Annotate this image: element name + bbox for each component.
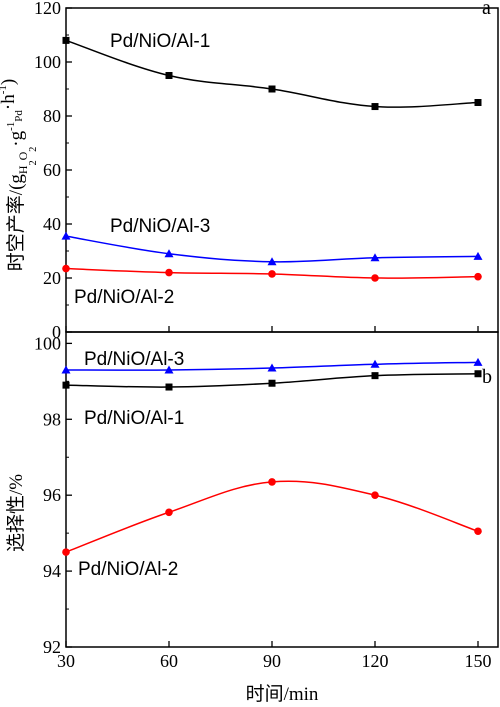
data-point xyxy=(371,491,379,499)
series-label: Pd/NiO/Al-2 xyxy=(74,287,174,308)
y-tick-label: 98 xyxy=(43,409,61,429)
data-point xyxy=(474,272,482,281)
data-point xyxy=(473,251,483,260)
data-point xyxy=(165,508,173,517)
data-point xyxy=(370,253,380,262)
data-point xyxy=(371,372,379,380)
data-point xyxy=(267,363,277,372)
y-tick-label: 92 xyxy=(43,637,61,657)
x-tick-label: 90 xyxy=(263,651,281,671)
y-tick-label: 40 xyxy=(43,214,61,234)
y-tick-label: 80 xyxy=(43,106,61,126)
y-tick-label: 120 xyxy=(34,0,61,18)
data-point xyxy=(268,270,276,278)
data-point xyxy=(164,365,174,374)
y-tick-label: 96 xyxy=(43,485,61,505)
series-label: Pd/NiO/Al-3 xyxy=(84,349,184,370)
y-axis-title-part: -1 xyxy=(5,122,17,131)
x-tick-label: 60 xyxy=(160,651,178,671)
y-axis-title-part: -1 xyxy=(0,85,9,94)
data-point xyxy=(61,231,71,240)
panel-letter: b xyxy=(482,366,492,388)
y-tick-label: 100 xyxy=(34,333,61,353)
x-tick-label: 30 xyxy=(57,651,75,671)
data-point xyxy=(268,85,276,93)
data-point xyxy=(165,72,173,79)
data-point xyxy=(474,370,482,378)
data-point xyxy=(62,548,70,556)
data-point xyxy=(164,249,174,258)
y-axis-title-part: 2 xyxy=(28,160,39,165)
data-point xyxy=(474,99,482,106)
data-point xyxy=(474,527,482,536)
data-point xyxy=(62,36,70,44)
data-point xyxy=(62,264,70,273)
y-axis-title-part: ·h xyxy=(0,94,19,110)
x-tick-label: 120 xyxy=(362,651,389,671)
y-axis-title-part: 2 xyxy=(28,147,39,152)
data-point xyxy=(61,365,71,374)
y-tick-label: 0 xyxy=(52,322,61,342)
x-axis-title: 时间/min xyxy=(246,683,319,705)
plot-frame xyxy=(65,331,499,648)
y-axis-title-part: H xyxy=(16,165,30,174)
series-label: Pd/NiO/Al-2 xyxy=(78,559,178,580)
series-label: Pd/NiO/Al-3 xyxy=(110,216,210,237)
shared-axis: 30 60 90 120 150 时间/min xyxy=(57,326,492,705)
series-label: Pd/NiO/Al-1 xyxy=(110,31,210,52)
y-axis-title-part: 时空产率/(g xyxy=(5,174,27,272)
y-axis-title-part: ·g xyxy=(6,130,27,146)
y-axis-title: 时空产率/(gH2O2·g-1Pd·h-1) xyxy=(0,79,39,271)
x-tick-label: 150 xyxy=(465,651,492,671)
y-tick-label: 94 xyxy=(43,561,61,581)
data-point xyxy=(371,274,379,282)
data-point xyxy=(371,103,379,111)
y-axis-title-part: ) xyxy=(0,79,19,85)
data-point xyxy=(268,478,276,486)
data-point xyxy=(370,359,380,368)
data-point xyxy=(165,383,173,391)
y-tick-label: 20 xyxy=(43,268,61,288)
data-point xyxy=(268,379,276,387)
panel-letter: a xyxy=(482,0,491,19)
panel-b: 92 94 96 98 100 b 选择性/% Pd/NiO/Al-3 Pd/NiO/Al-1 P… xyxy=(5,331,499,657)
y-axis-title: 选择性/% xyxy=(5,474,27,552)
series-label: Pd/NiO/Al-1 xyxy=(84,408,184,429)
y-axis-title-part: Pd xyxy=(13,110,25,122)
y-axis-title-part: O xyxy=(16,151,30,160)
y-tick-label: 60 xyxy=(43,160,61,180)
data-point xyxy=(62,381,70,389)
series-line xyxy=(65,480,479,553)
data-point xyxy=(165,268,173,277)
plot-frame xyxy=(65,7,499,333)
y-tick-label: 100 xyxy=(34,52,61,72)
data-point xyxy=(473,357,483,366)
data-point xyxy=(267,257,277,266)
